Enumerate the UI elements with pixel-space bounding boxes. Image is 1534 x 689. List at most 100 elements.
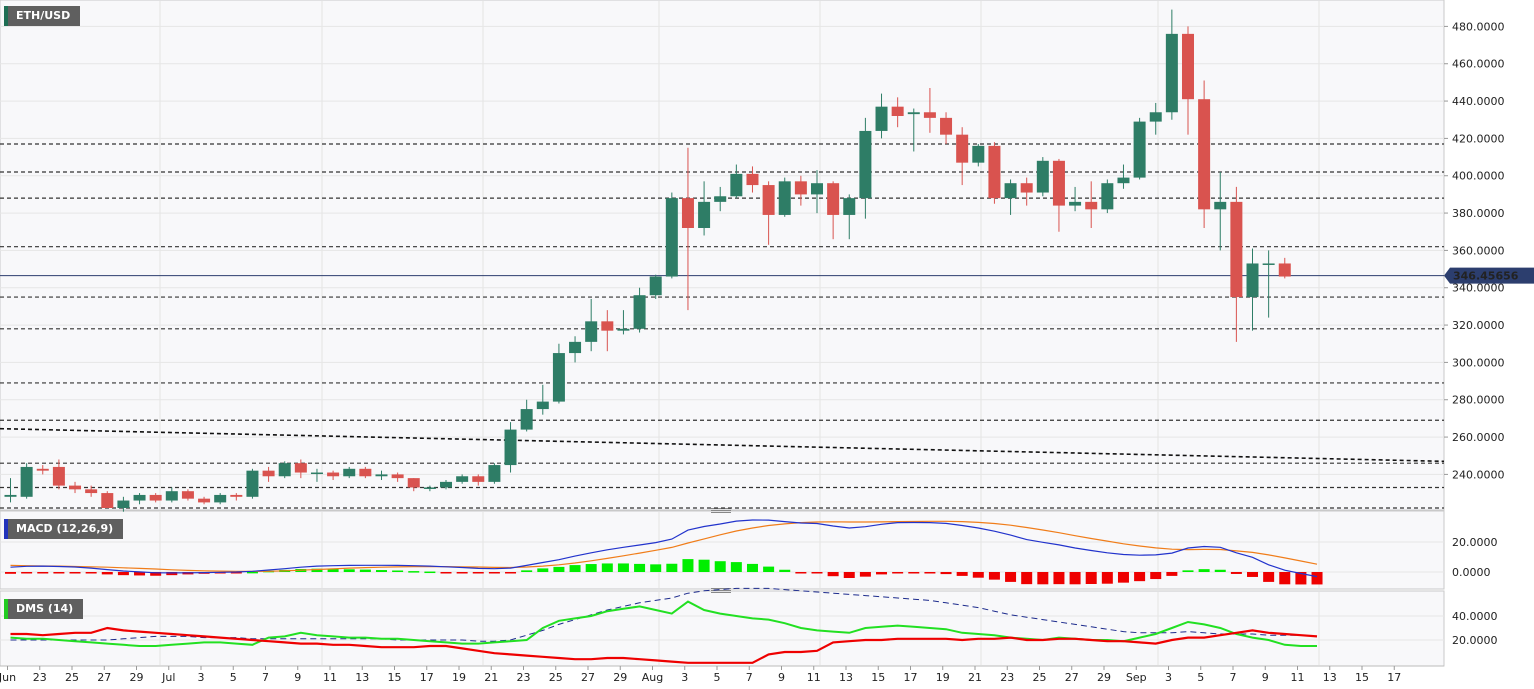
candle-body [891,106,904,116]
y-tick-label: 400.0000 [1452,170,1505,183]
candle-body [1214,201,1227,210]
macd-histogram-bar [650,564,662,572]
macd-histogram-bar [134,572,146,576]
candle-body [601,321,614,331]
candle-body [488,465,501,482]
dms-y-tick-label: 20.0000 [1452,634,1498,647]
x-tick-label: 3 [198,671,205,684]
macd-histogram-bar [859,572,871,577]
x-tick-label: 17 [904,671,918,684]
x-tick-label: 25 [1033,671,1047,684]
macd-histogram-bar [1311,572,1323,585]
x-tick-label: 5 [230,671,237,684]
minus-di-line [10,626,1318,664]
candle-body [1262,263,1275,265]
candle-body [165,491,178,501]
candle-body [262,470,275,477]
macd-histogram-bar [69,572,81,574]
macd-histogram-bar [1166,572,1178,576]
candle-body [343,468,356,477]
y-tick-label: 360.0000 [1452,244,1505,257]
candle-body [1230,201,1243,298]
macd-histogram-bar [1085,572,1097,584]
macd-line [10,519,1318,578]
macd-histogram-bar [601,563,613,572]
macd-histogram-bar [327,568,339,572]
candle-body [133,494,146,501]
x-tick-label: 7 [262,671,269,684]
candle-body [36,468,49,471]
price-panel [0,0,1445,511]
macd-histogram-bar [1198,569,1210,572]
x-tick-label: 17 [420,671,434,684]
x-tick-label: 5 [1197,671,1204,684]
candle-body [472,476,485,482]
candle-body [440,481,453,488]
macd-histogram-bar [472,572,484,574]
x-tick-label: 23 [33,671,47,684]
candle-body [940,117,953,135]
candle-body [423,487,436,489]
macd-histogram-bar [1037,572,1049,585]
macd-histogram-bar [21,572,33,574]
macd-histogram-bar [1134,572,1146,582]
x-tick-label: 7 [1230,671,1237,684]
macd-histogram-bar [1069,572,1081,585]
current-price-label: 346.45656 [1453,270,1519,283]
macd-histogram-bar [408,571,420,573]
candle-body [778,181,791,215]
candle-body [859,130,872,199]
macd-histogram-bar [1247,572,1259,577]
x-tick-label: 21 [968,671,982,684]
macd-y-tick-label: 20.0000 [1452,536,1498,549]
x-tick-label: Aug [642,671,663,684]
candle-body [1052,160,1065,206]
candle-body [988,145,1001,199]
candle-body [4,494,17,497]
macd-histogram-bar [166,572,178,576]
macd-histogram-bar [1117,572,1129,583]
x-tick-label: 3 [1165,671,1172,684]
macd-histogram-bar [827,572,839,577]
candle-body [407,478,420,488]
macd-histogram-bar [456,572,468,574]
candle-body [391,474,404,479]
macd-histogram-bar [763,566,775,572]
macd-histogram-bar [795,572,807,574]
macd-histogram-bar [488,572,500,574]
x-tick-label: 9 [1262,671,1269,684]
candle-body [827,183,840,215]
candle-body [52,466,65,486]
candle-body [214,494,227,503]
macd-histogram-bar [424,571,436,574]
candle-body [20,466,33,497]
candle-body [698,201,711,228]
trendline [0,427,1445,463]
x-tick-label: Jun [0,671,16,684]
macd-histogram-bar [230,572,242,574]
y-tick-label: 300.0000 [1452,356,1505,369]
macd-histogram-bar [117,572,129,576]
y-tick-label: 480.0000 [1452,20,1505,33]
candle-body [278,463,291,477]
macd-histogram-bar [972,572,984,578]
candle-body [1165,33,1178,113]
y-tick-label: 420.0000 [1452,132,1505,145]
macd-histogram-bar [892,572,904,574]
macd-histogram-bar [505,572,517,574]
macd-histogram-bar [440,572,452,574]
x-tick-label: Sep [1126,671,1147,684]
macd-histogram-bar [617,563,629,572]
macd-histogram-bar [779,569,791,572]
candle-body [246,470,259,497]
y-tick-label: 280.0000 [1452,394,1505,407]
macd-histogram-bar [682,559,694,572]
x-tick-label: 7 [746,671,753,684]
candle-body [294,463,307,473]
x-tick-label: 5 [714,671,721,684]
macd-histogram-bar [908,572,920,574]
candle-body [714,196,727,202]
candle-body [617,328,630,331]
y-tick-label: 440.0000 [1452,95,1505,108]
